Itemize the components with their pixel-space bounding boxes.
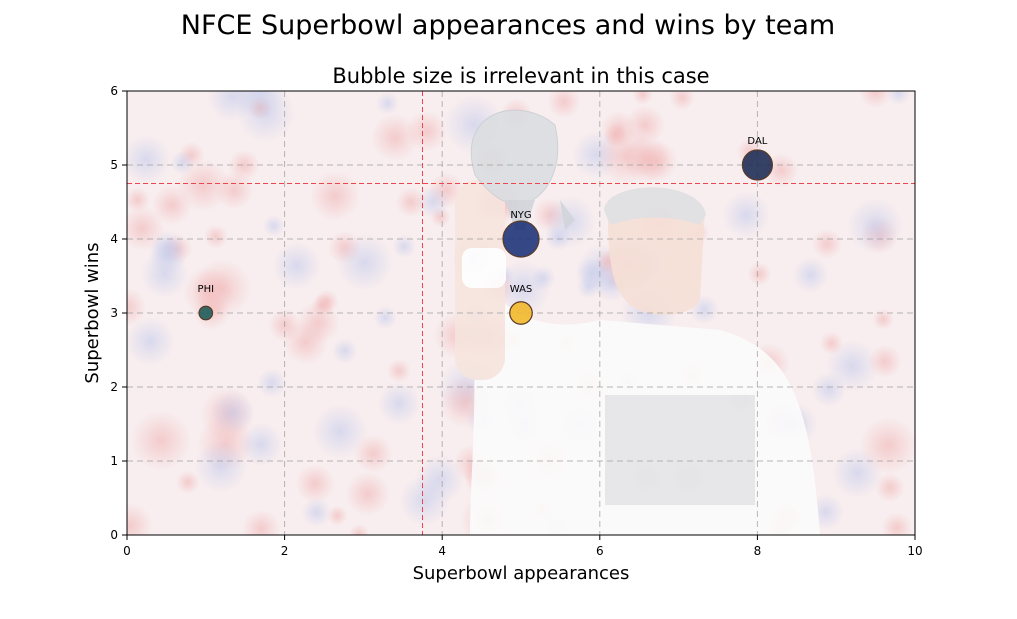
crowd-blob [263, 215, 285, 237]
crowd-blob [283, 319, 328, 365]
x-tick-label: 2 [281, 544, 289, 558]
crowd-blob [257, 368, 287, 398]
crowd-blob [881, 512, 913, 535]
reference-lines [127, 91, 915, 535]
crowd-blob [177, 159, 230, 212]
y-tick-label: 6 [110, 84, 118, 98]
crowd-blob [242, 509, 281, 535]
crowd-blob [632, 91, 654, 105]
crowd-blob [210, 390, 255, 435]
crowd-blob [203, 224, 228, 249]
point-nyg [502, 220, 540, 258]
crowd-blob [373, 306, 397, 330]
x-tick-label: 10 [907, 544, 922, 558]
crowd-blob [127, 502, 153, 535]
crowd-blob [747, 262, 772, 286]
point-was [509, 301, 533, 325]
crowd-blob [812, 228, 842, 259]
crowd-blob [194, 440, 248, 493]
chart-title: Bubble size is irrelevant in this case [332, 64, 709, 88]
y-axis-label: Superbowl wins [82, 242, 103, 383]
y-axis-ticks: 0 1 2 3 4 5 6 [110, 84, 127, 542]
crowd-blob [859, 417, 915, 475]
crowd-blob [353, 434, 393, 473]
crowd-blob [345, 472, 390, 516]
crowd-blob [392, 234, 416, 259]
crowd-blob [416, 185, 450, 219]
point-label-nyg: NYG [510, 210, 531, 221]
crowd-blob [415, 454, 465, 504]
crowd-blob [127, 206, 165, 251]
crowd-blob [547, 91, 581, 119]
player-figure [455, 109, 820, 535]
y-tick-label: 1 [110, 454, 118, 468]
crowd-blob [327, 505, 348, 526]
crowd-blob [127, 317, 175, 366]
data-points: DAL NYG WAS PHI [198, 136, 774, 325]
x-axis-label: Superbowl appearances [413, 563, 630, 584]
crowd-blob [183, 267, 234, 318]
crowd-blob [131, 410, 191, 471]
crowd-blob [207, 91, 258, 122]
crowd-blob [875, 473, 905, 503]
point-label-dal: DAL [747, 136, 767, 147]
x-axis-ticks: 0 2 4 6 8 10 [123, 535, 923, 558]
crowd-blob [886, 91, 911, 106]
crowd-blob [792, 257, 829, 293]
figure-suptitle: NFCE Superbowl appearances and wins by t… [181, 10, 835, 41]
y-tick-label: 5 [110, 158, 118, 172]
crowd-blob [387, 359, 411, 383]
crowd-blob [336, 234, 393, 291]
point-dal [741, 149, 774, 181]
crowd-blob [811, 372, 847, 407]
y-tick-label: 0 [110, 528, 118, 542]
crowd-blob [228, 149, 260, 181]
crowd-blob [764, 153, 799, 188]
x-tick-label: 4 [438, 544, 446, 558]
x-tick-label: 8 [754, 544, 762, 558]
crowd-blob [311, 294, 334, 317]
crowd-blob [847, 198, 903, 254]
crowd-blob [669, 91, 695, 111]
crowd-blob [301, 497, 332, 528]
crowd-blob [127, 288, 147, 327]
y-tick-label: 4 [110, 232, 118, 246]
crowd-blob [332, 338, 358, 364]
crowd-blob [239, 422, 283, 466]
crowd-blob [872, 308, 894, 331]
crowd-blob [176, 470, 200, 494]
crowd-blob [312, 404, 368, 459]
crowd-blob [377, 382, 421, 425]
crowd-blob [295, 464, 335, 503]
y-tick-label: 3 [110, 306, 118, 320]
x-tick-label: 0 [123, 544, 131, 558]
crowd-blob [859, 91, 892, 109]
crowd-blob [376, 92, 399, 115]
crowd-blob [371, 113, 419, 162]
point-label-was: WAS [510, 284, 533, 295]
point-label-phi: PHI [198, 284, 215, 295]
point-phi [198, 305, 214, 321]
x-tick-label: 6 [596, 544, 604, 558]
crowd-blob [348, 524, 370, 535]
crowd-blob [127, 135, 171, 184]
crowd-blob [597, 127, 654, 185]
crowd-blob [868, 344, 902, 379]
crowd-blob [127, 187, 151, 213]
y-tick-label: 2 [110, 380, 118, 394]
crowd-blob [396, 187, 426, 218]
